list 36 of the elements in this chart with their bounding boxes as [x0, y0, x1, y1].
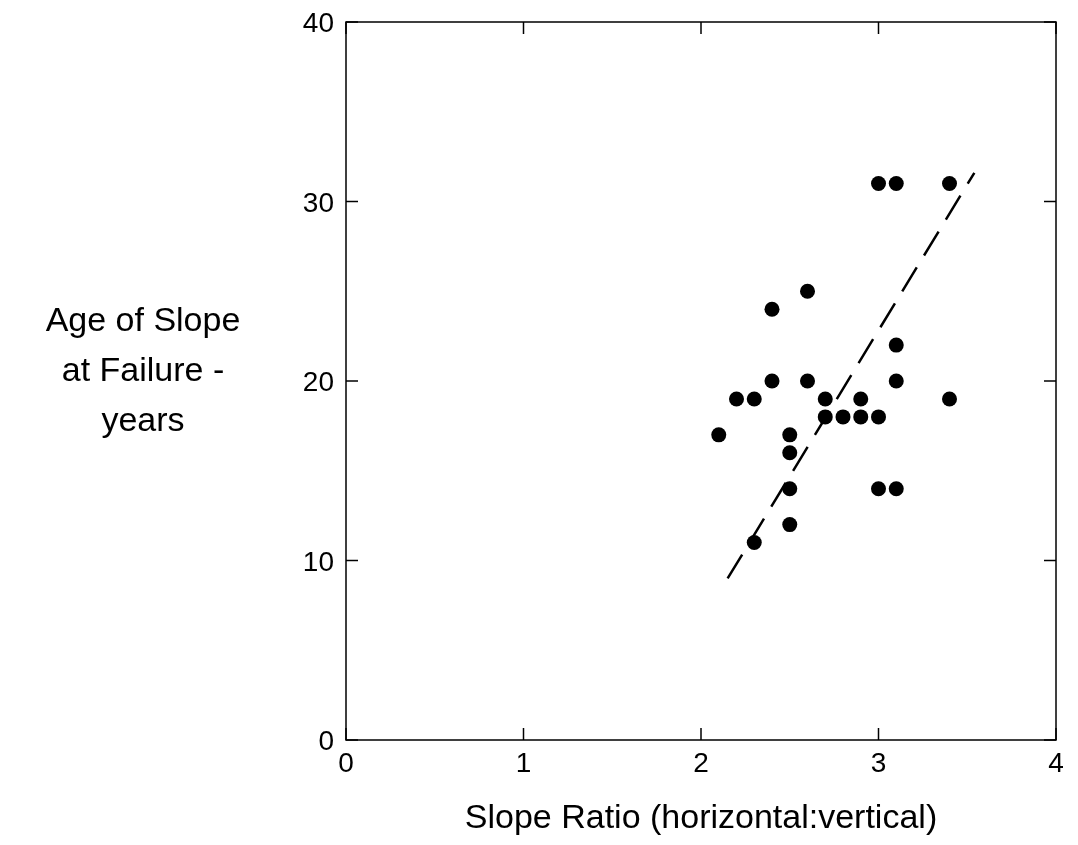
point	[817, 391, 833, 407]
point	[888, 176, 904, 192]
point	[853, 391, 869, 407]
point	[782, 427, 798, 443]
point	[942, 391, 957, 407]
point	[888, 337, 904, 353]
x-tick-label: 4	[1048, 747, 1064, 778]
point	[746, 391, 762, 407]
point	[942, 176, 957, 192]
point	[764, 301, 780, 317]
point	[800, 283, 815, 299]
y-tick-label: 30	[302, 186, 334, 218]
point	[782, 481, 798, 497]
y-tick-label: 40	[302, 7, 334, 38]
y-axis-title: Age of Slope at Failure - years	[45, 300, 241, 438]
point	[782, 517, 798, 533]
point	[782, 445, 798, 461]
x-axis-title: Slope Ratio (horizontal:vertical)	[464, 797, 938, 835]
point	[711, 427, 727, 443]
point	[764, 373, 780, 389]
x-tick-label: 0	[338, 747, 354, 778]
x-tick-label: 2	[693, 747, 709, 778]
y-tick-label: 10	[302, 545, 334, 577]
point	[871, 176, 886, 192]
point	[871, 409, 886, 425]
point	[835, 409, 851, 425]
point	[853, 409, 869, 425]
y-tick-label: 0	[318, 725, 334, 756]
y-tick-label: 20	[302, 366, 334, 397]
point	[888, 373, 904, 389]
x-tick-label: 3	[870, 747, 887, 778]
point	[729, 391, 744, 407]
point	[888, 481, 904, 497]
point	[871, 481, 886, 497]
point	[800, 373, 815, 389]
x-tick-label: 1	[515, 747, 532, 778]
